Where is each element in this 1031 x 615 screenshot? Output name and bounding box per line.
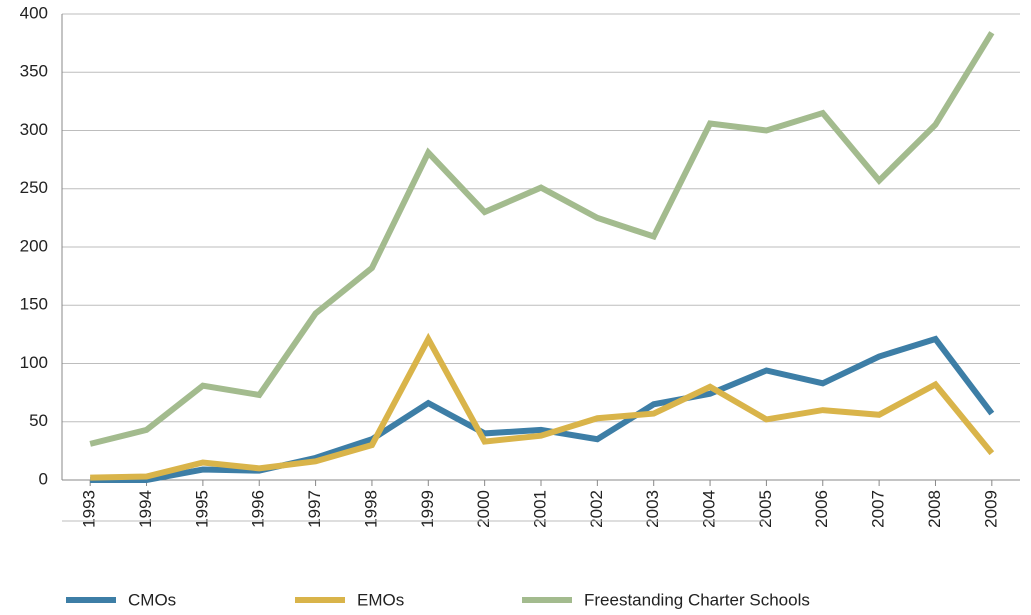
x-tick-label: 1996 bbox=[249, 490, 268, 528]
legend-label: Freestanding Charter Schools bbox=[584, 590, 810, 609]
y-tick-label: 350 bbox=[20, 62, 48, 81]
x-tick-label: 2004 bbox=[700, 490, 719, 528]
y-tick-label: 100 bbox=[20, 353, 48, 372]
y-tick-label: 300 bbox=[20, 120, 48, 139]
x-tick-label: 2008 bbox=[925, 490, 944, 528]
x-tick-label: 2007 bbox=[869, 490, 888, 528]
y-tick-label: 50 bbox=[29, 411, 48, 430]
x-tick-label: 2009 bbox=[981, 490, 1000, 528]
legend-label: CMOs bbox=[128, 590, 176, 609]
y-tick-label: 200 bbox=[20, 236, 48, 255]
x-tick-label: 2003 bbox=[643, 490, 662, 528]
series-line bbox=[90, 335, 995, 483]
x-tick-label: 2000 bbox=[474, 490, 493, 528]
x-tick-label: 2002 bbox=[587, 490, 606, 528]
y-tick-label: 0 bbox=[39, 469, 48, 488]
series-line bbox=[90, 332, 995, 481]
x-tick-label: 1995 bbox=[192, 490, 211, 528]
y-tick-label: 250 bbox=[20, 178, 48, 197]
x-tick-label: 2005 bbox=[756, 490, 775, 528]
x-tick-label: 1994 bbox=[136, 490, 155, 528]
x-tick-label: 1999 bbox=[418, 490, 437, 528]
x-tick-label: 1997 bbox=[305, 490, 324, 528]
y-tick-label: 400 bbox=[20, 3, 48, 22]
y-tick-label: 150 bbox=[20, 295, 48, 314]
legend-label: EMOs bbox=[357, 590, 404, 609]
x-tick-label: 1993 bbox=[80, 490, 99, 528]
x-tick-label: 1998 bbox=[361, 490, 380, 528]
series-line bbox=[89, 31, 995, 447]
x-tick-label: 2006 bbox=[812, 490, 831, 528]
x-tick-label: 2001 bbox=[530, 490, 549, 528]
